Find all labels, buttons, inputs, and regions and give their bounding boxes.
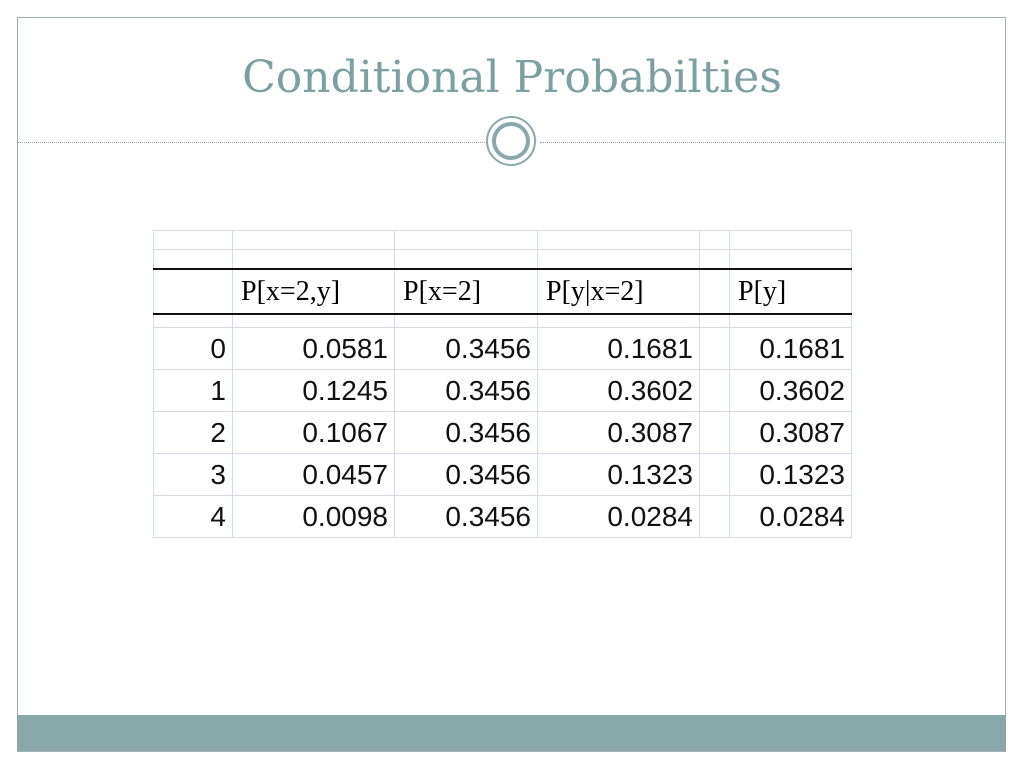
title-divider-right [540,142,1006,143]
table-spacer-row [153,230,852,250]
table-cell: 0.3456 [394,495,538,538]
table-cell: 0.3456 [394,411,538,454]
header-cell-joint: P[x=2,y] [232,268,395,315]
footer-bar [17,715,1006,751]
title-divider-left [17,142,487,143]
table-cell: 0.1323 [537,453,700,496]
header-cell-empty [699,268,730,315]
table-cell: 2 [153,411,233,454]
probability-table: P[x=2,y] P[x=2] P[y|x=2] P[y] 0 0.0581 0… [153,230,852,538]
slide-frame [17,17,1006,752]
table-cell: 0.0457 [232,453,395,496]
table-cell: 1 [153,369,233,412]
table-cell [699,369,730,412]
table-cell: 0 [153,327,233,370]
ornament-circle-icon [486,116,536,166]
table-row: 3 0.0457 0.3456 0.1323 0.1323 [153,453,852,496]
table-cell: 0.1067 [232,411,395,454]
header-cell-conditional: P[y|x=2] [537,268,700,315]
table-cell: 0.0581 [232,327,395,370]
table-cell: 0.3602 [537,369,700,412]
table-cell: 0.1681 [537,327,700,370]
table-cell: 0.3087 [729,411,852,454]
table-cell: 0.0284 [729,495,852,538]
table-cell: 0.3087 [537,411,700,454]
table-header-row: P[x=2,y] P[x=2] P[y|x=2] P[y] [153,268,852,315]
table-cell: 0.0284 [537,495,700,538]
table-row: 2 0.1067 0.3456 0.3087 0.3087 [153,411,852,454]
table-cell [699,411,730,454]
header-cell-marginal-y: P[y] [729,268,852,315]
table-cell: 0.1323 [729,453,852,496]
table-cell: 3 [153,453,233,496]
slide-title: Conditional Probabilties [242,52,782,103]
table-cell: 0.3456 [394,327,538,370]
table-cell: 4 [153,495,233,538]
table-cell: 0.3456 [394,369,538,412]
table-spacer-row [153,313,852,328]
header-cell-marginal-x: P[x=2] [394,268,538,315]
table-cell: 0.0098 [232,495,395,538]
table-row: 1 0.1245 0.3456 0.3602 0.3602 [153,369,852,412]
table-cell [699,495,730,538]
table-cell: 0.3456 [394,453,538,496]
table-row: 4 0.0098 0.3456 0.0284 0.0284 [153,495,852,538]
table-cell: 0.1245 [232,369,395,412]
table-cell [699,453,730,496]
table-spacer-row [153,249,852,270]
table-row: 0 0.0581 0.3456 0.1681 0.1681 [153,327,852,370]
table-cell [699,327,730,370]
table-cell: 0.3602 [729,369,852,412]
table-cell: 0.1681 [729,327,852,370]
header-cell-index [153,268,233,315]
